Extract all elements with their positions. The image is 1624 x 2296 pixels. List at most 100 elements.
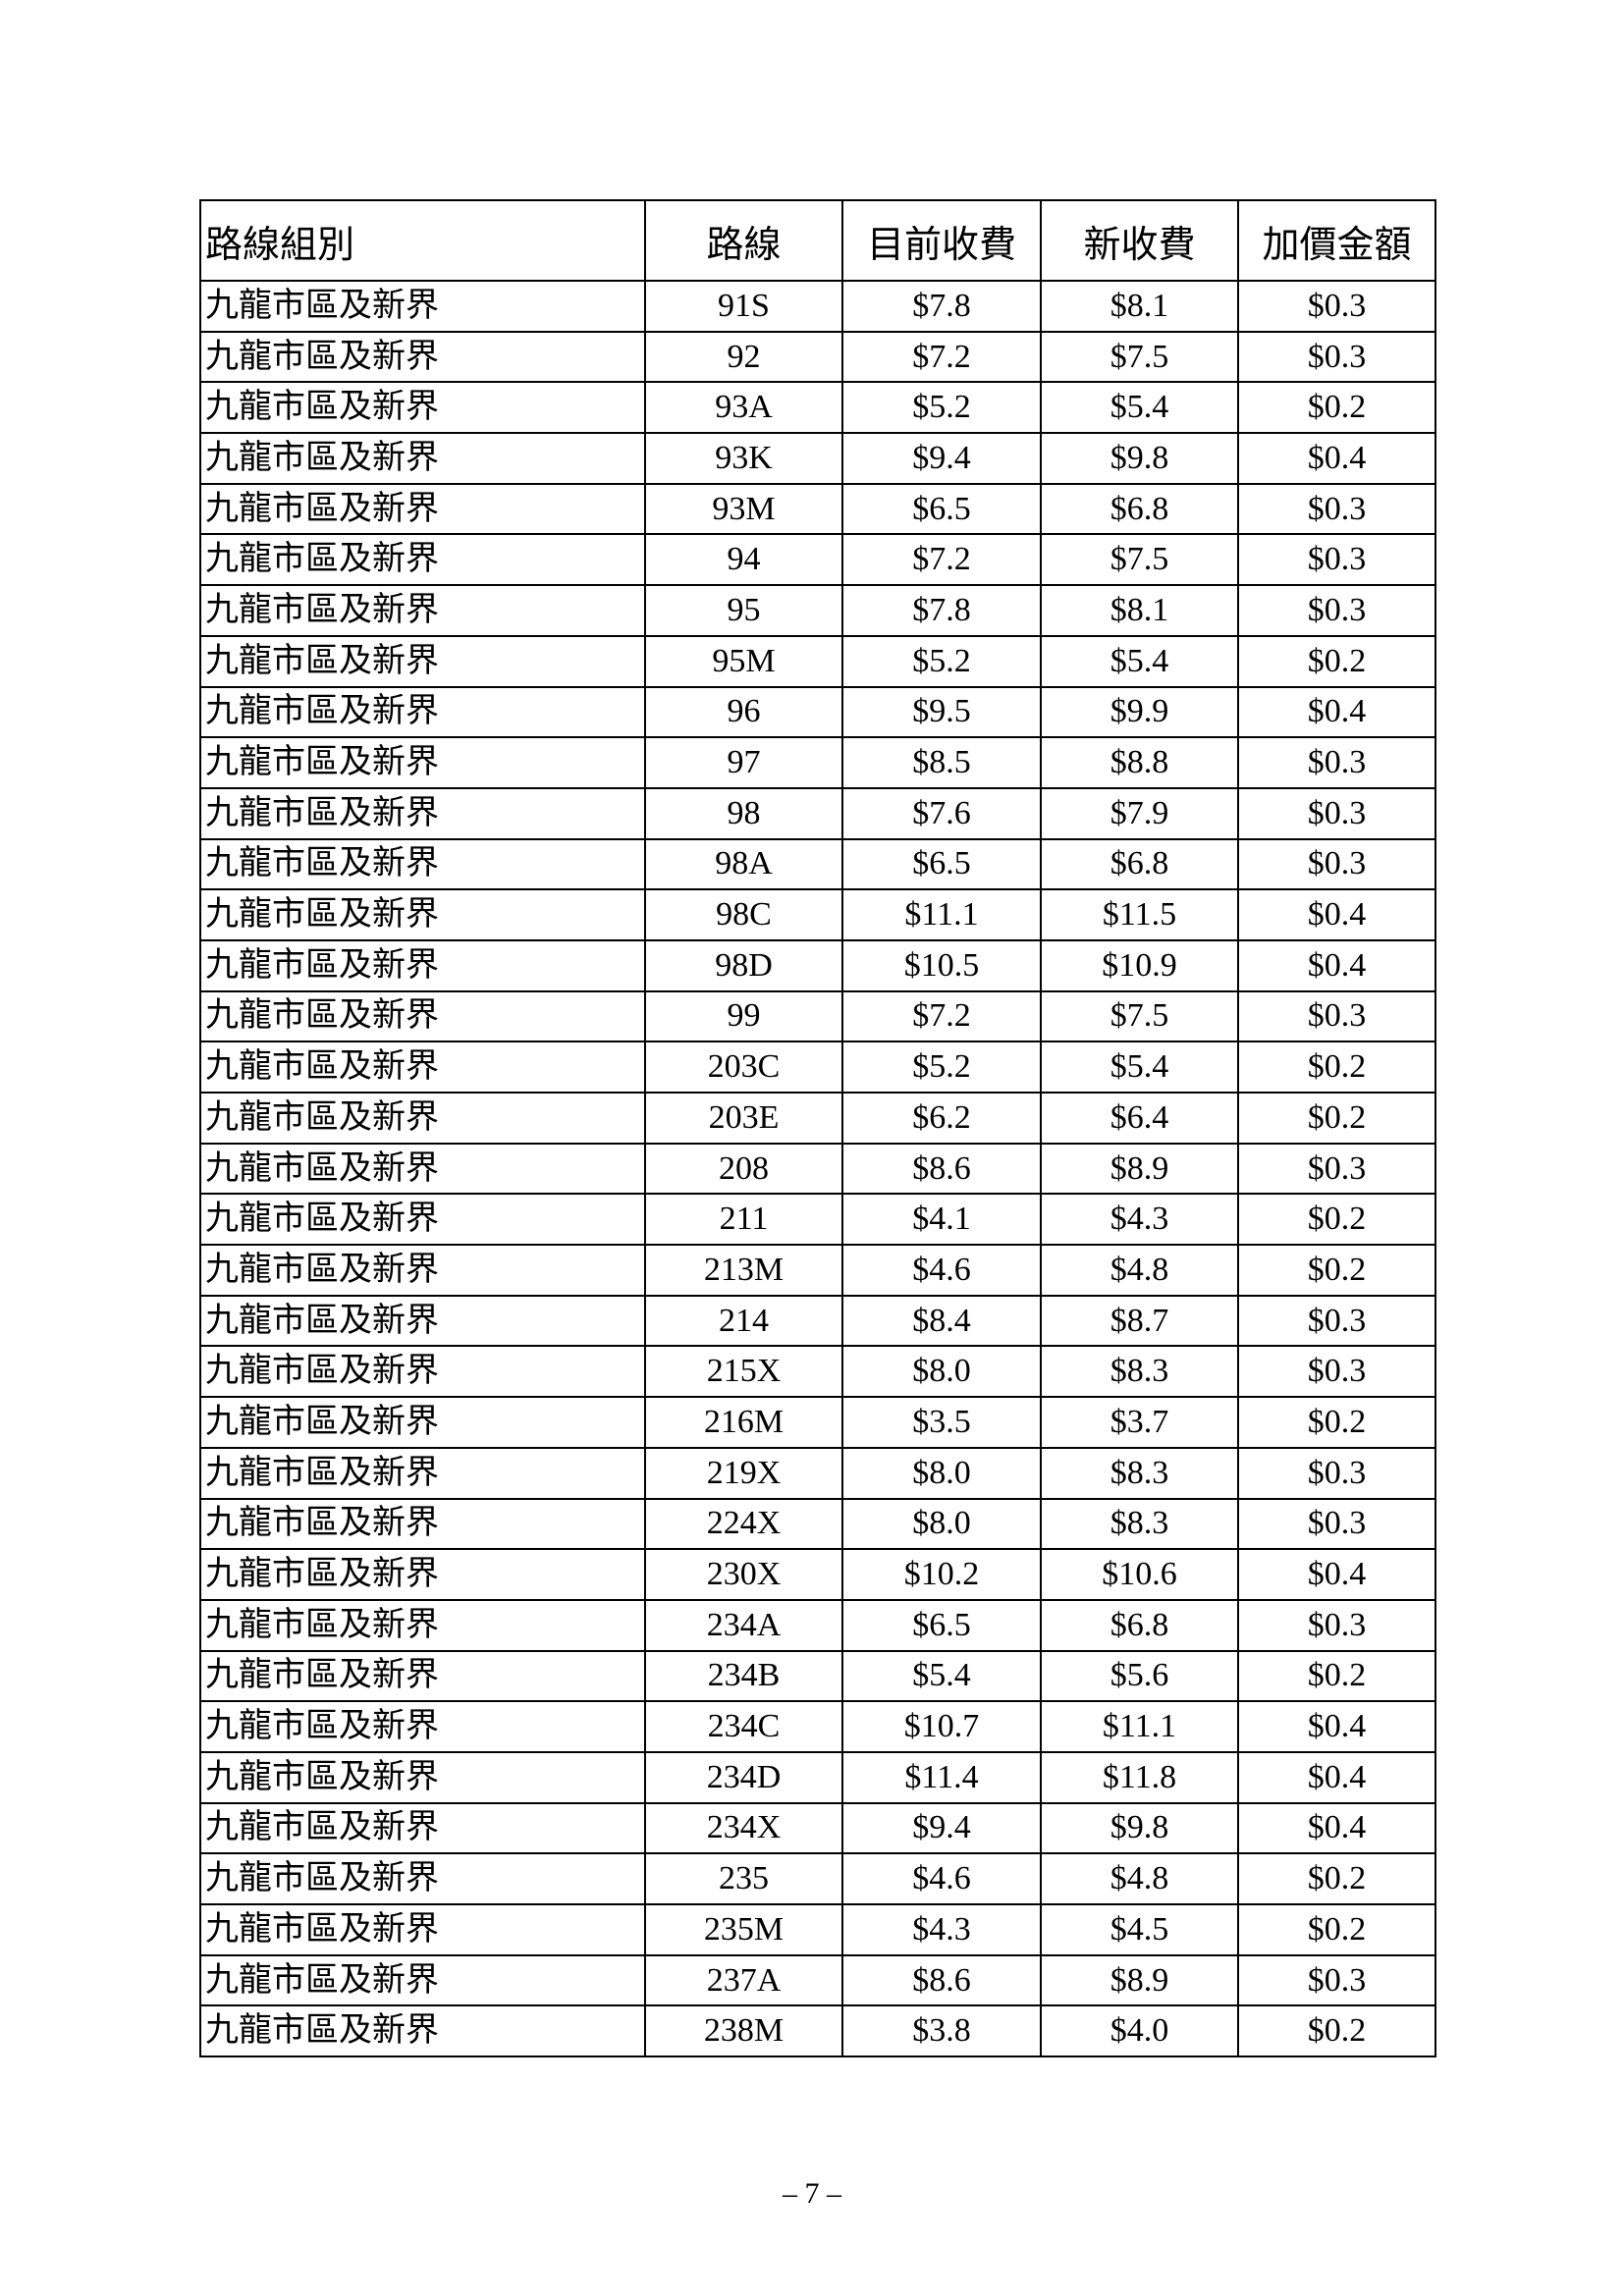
cell-new-fare: $4.8 — [1040, 1244, 1239, 1297]
cell-current-fare: $4.3 — [841, 1903, 1042, 1956]
cell-route: 94 — [644, 533, 843, 587]
table-row: 九龍市區及新界 219X $8.0 $8.3 $0.3 — [199, 1446, 1436, 1500]
cell-increase: $0.3 — [1237, 989, 1436, 1043]
table-row: 九龍市區及新界 224X $8.0 $8.3 $0.3 — [199, 1497, 1436, 1551]
cell-current-fare: $11.1 — [841, 888, 1042, 941]
cell-current-fare: $5.4 — [841, 1649, 1042, 1703]
header-route-group: 路線組別 — [199, 199, 646, 282]
cell-current-fare: $9.4 — [841, 432, 1042, 485]
cell-route-group: 九龍市區及新界 — [199, 2004, 646, 2058]
table-row: 九龍市區及新界 93K $9.4 $9.8 $0.4 — [199, 432, 1436, 485]
cell-route-group: 九龍市區及新界 — [199, 888, 646, 941]
table-row: 九龍市區及新界 215X $8.0 $8.3 $0.3 — [199, 1345, 1436, 1399]
cell-route: 215X — [644, 1345, 843, 1399]
cell-current-fare: $8.0 — [841, 1497, 1042, 1551]
table-row: 九龍市區及新界 98A $6.5 $6.8 $0.3 — [199, 837, 1436, 891]
table-row: 九龍市區及新界 208 $8.6 $8.9 $0.3 — [199, 1142, 1436, 1196]
cell-new-fare: $8.9 — [1040, 1142, 1239, 1196]
cell-route: 230X — [644, 1548, 843, 1601]
cell-route-group: 九龍市區及新界 — [199, 1700, 646, 1753]
cell-current-fare: $8.6 — [841, 1953, 1042, 2007]
cell-new-fare: $8.3 — [1040, 1345, 1239, 1399]
cell-new-fare: $6.8 — [1040, 1598, 1239, 1652]
cell-increase: $0.2 — [1237, 634, 1436, 688]
cell-route-group: 九龍市區及新界 — [199, 381, 646, 435]
cell-route: 234A — [644, 1598, 843, 1652]
cell-route: 98A — [644, 837, 843, 891]
cell-route-group: 九龍市區及新界 — [199, 1852, 646, 1905]
cell-increase: $0.2 — [1237, 1852, 1436, 1905]
table-row: 九龍市區及新界 234D $11.4 $11.8 $0.4 — [199, 1750, 1436, 1804]
cell-increase: $0.2 — [1237, 1041, 1436, 1094]
cell-route-group: 九龍市區及新界 — [199, 1396, 646, 1449]
cell-new-fare: $8.1 — [1040, 280, 1239, 333]
cell-new-fare: $9.9 — [1040, 685, 1239, 739]
cell-increase: $0.3 — [1237, 584, 1436, 637]
cell-increase: $0.2 — [1237, 1396, 1436, 1449]
cell-increase: $0.3 — [1237, 1446, 1436, 1500]
cell-route-group: 九龍市區及新界 — [199, 1446, 646, 1500]
cell-current-fare: $4.6 — [841, 1244, 1042, 1297]
cell-route-group: 九龍市區及新界 — [199, 736, 646, 789]
cell-current-fare: $10.7 — [841, 1700, 1042, 1753]
table-row: 九龍市區及新界 94 $7.2 $7.5 $0.3 — [199, 533, 1436, 587]
cell-new-fare: $6.4 — [1040, 1092, 1239, 1145]
table-row: 九龍市區及新界 214 $8.4 $8.7 $0.3 — [199, 1294, 1436, 1348]
cell-increase: $0.3 — [1237, 1497, 1436, 1551]
cell-route-group: 九龍市區及新界 — [199, 938, 646, 992]
table-row: 九龍市區及新界 203E $6.2 $6.4 $0.2 — [199, 1092, 1436, 1145]
cell-route-group: 九龍市區及新界 — [199, 432, 646, 485]
cell-route-group: 九龍市區及新界 — [199, 1903, 646, 1956]
cell-route: 93K — [644, 432, 843, 485]
cell-route-group: 九龍市區及新界 — [199, 634, 646, 688]
cell-increase: $0.4 — [1237, 1548, 1436, 1601]
cell-route: 99 — [644, 989, 843, 1043]
cell-route-group: 九龍市區及新界 — [199, 584, 646, 637]
cell-increase: $0.4 — [1237, 432, 1436, 485]
cell-route-group: 九龍市區及新界 — [199, 1142, 646, 1196]
cell-route: 234X — [644, 1801, 843, 1855]
cell-current-fare: $7.2 — [841, 989, 1042, 1043]
cell-increase: $0.4 — [1237, 1801, 1436, 1855]
cell-increase: $0.3 — [1237, 482, 1436, 536]
header-route: 路線 — [644, 199, 843, 282]
cell-current-fare: $6.2 — [841, 1092, 1042, 1145]
cell-new-fare: $5.6 — [1040, 1649, 1239, 1703]
table-row: 九龍市區及新界 235M $4.3 $4.5 $0.2 — [199, 1903, 1436, 1956]
cell-increase: $0.4 — [1237, 1750, 1436, 1804]
cell-route: 96 — [644, 685, 843, 739]
cell-route-group: 九龍市區及新界 — [199, 330, 646, 384]
cell-new-fare: $11.8 — [1040, 1750, 1239, 1804]
cell-increase: $0.3 — [1237, 1294, 1436, 1348]
cell-current-fare: $4.6 — [841, 1852, 1042, 1905]
cell-current-fare: $7.8 — [841, 584, 1042, 637]
cell-new-fare: $8.8 — [1040, 736, 1239, 789]
cell-current-fare: $7.2 — [841, 533, 1042, 587]
table-row: 九龍市區及新界 95 $7.8 $8.1 $0.3 — [199, 584, 1436, 637]
table-row: 九龍市區及新界 235 $4.6 $4.8 $0.2 — [199, 1852, 1436, 1905]
cell-current-fare: $7.6 — [841, 786, 1042, 840]
cell-new-fare: $8.9 — [1040, 1953, 1239, 2007]
cell-current-fare: $11.4 — [841, 1750, 1042, 1804]
cell-current-fare: $5.2 — [841, 381, 1042, 435]
cell-route: 91S — [644, 280, 843, 333]
header-new-fare: 新收費 — [1040, 199, 1239, 282]
cell-new-fare: $7.5 — [1040, 330, 1239, 384]
header-current-fare: 目前收費 — [841, 199, 1042, 282]
cell-route-group: 九龍市區及新界 — [199, 1041, 646, 1094]
cell-increase: $0.2 — [1237, 1903, 1436, 1956]
cell-route: 213M — [644, 1244, 843, 1297]
table-row: 九龍市區及新界 96 $9.5 $9.9 $0.4 — [199, 685, 1436, 739]
table-row: 九龍市區及新界 230X $10.2 $10.6 $0.4 — [199, 1548, 1436, 1601]
cell-increase: $0.3 — [1237, 786, 1436, 840]
cell-current-fare: $7.2 — [841, 330, 1042, 384]
cell-route-group: 九龍市區及新界 — [199, 1649, 646, 1703]
table-body: 九龍市區及新界 91S $7.8 $8.1 $0.3 九龍市區及新界 92 $7.2 $7.5 $… — [199, 280, 1436, 2058]
cell-increase: $0.3 — [1237, 736, 1436, 789]
table-row: 九龍市區及新界 238M $3.8 $4.0 $0.2 — [199, 2004, 1436, 2058]
cell-increase: $0.3 — [1237, 533, 1436, 587]
cell-new-fare: $5.4 — [1040, 381, 1239, 435]
table-row: 九龍市區及新界 234A $6.5 $6.8 $0.3 — [199, 1598, 1436, 1652]
cell-route-group: 九龍市區及新界 — [199, 1092, 646, 1145]
cell-new-fare: $8.1 — [1040, 584, 1239, 637]
